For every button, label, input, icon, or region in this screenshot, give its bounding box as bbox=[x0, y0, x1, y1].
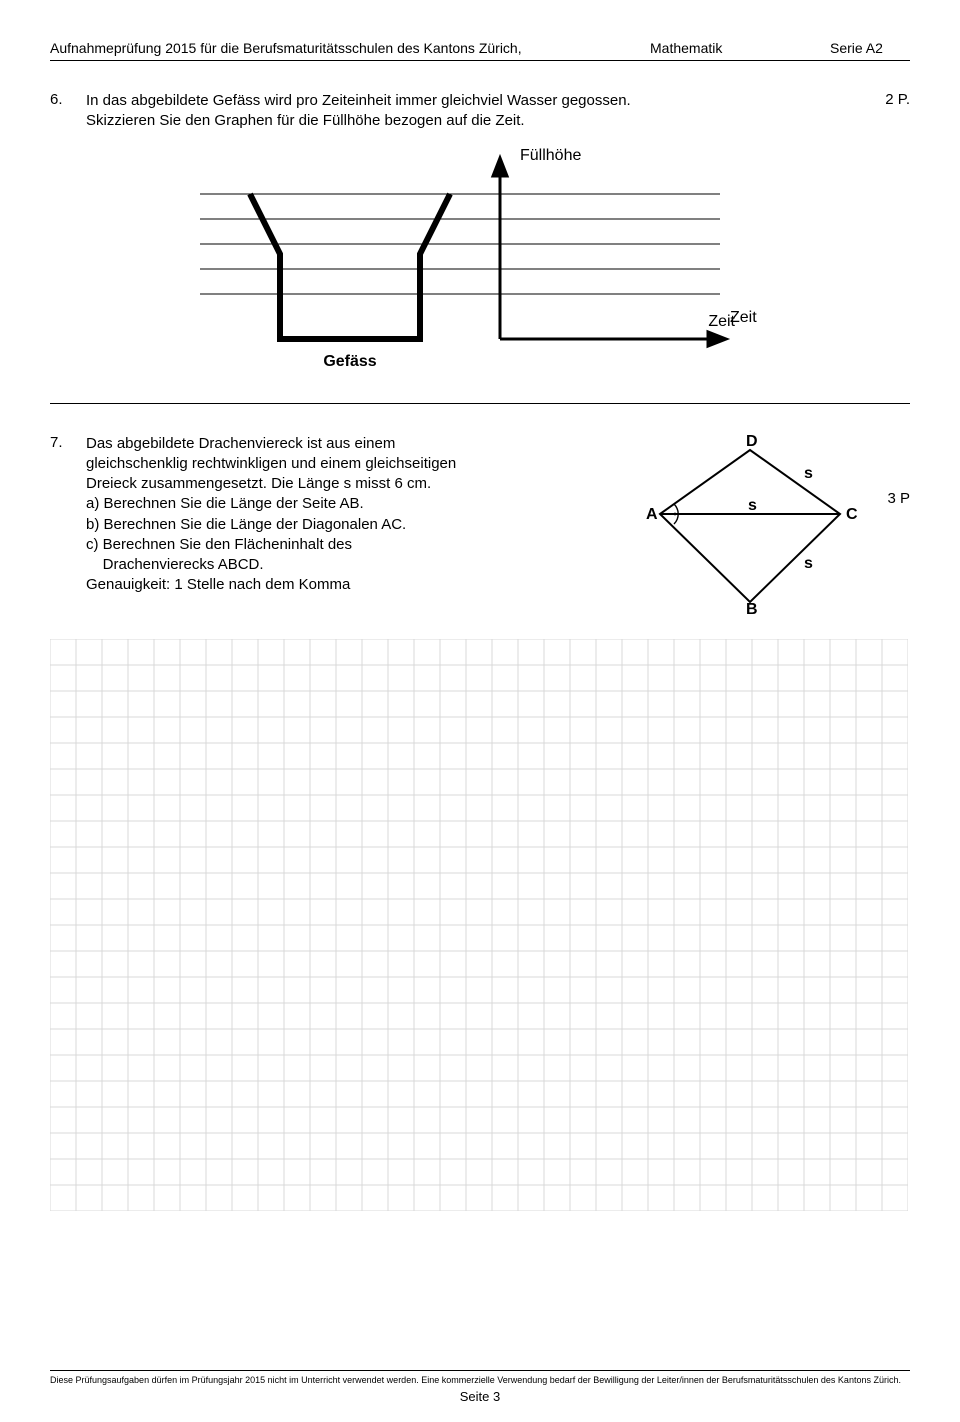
task-7-l2: gleichschenklig rechtwinkligen und einem… bbox=[86, 455, 456, 472]
label-A: A bbox=[646, 506, 658, 523]
task-7-l1: Das abgebildete Drachenviereck ist aus e… bbox=[86, 435, 395, 452]
task-6-figure: Füllhöhe Zeit bbox=[50, 144, 910, 379]
footer-page: Seite 3 bbox=[50, 1389, 910, 1404]
task-7-lc: c) Berechnen Sie den Flächeninhalt des bbox=[86, 536, 352, 553]
page-footer: Diese Prüfungsaufgaben dürfen im Prüfung… bbox=[50, 1370, 910, 1404]
task-7-figure: A D C B s s s bbox=[630, 434, 860, 619]
task-7-number: 7. bbox=[50, 434, 86, 619]
vessel-graph-svg: Füllhöhe Zeit bbox=[190, 144, 770, 374]
answer-grid bbox=[50, 639, 910, 1211]
label-B: B bbox=[746, 601, 758, 614]
vessel-label: Gefäss bbox=[323, 353, 376, 370]
task-6-number: 6. bbox=[50, 91, 86, 132]
task-6-line2: Skizzieren Sie den Graphen für die Füllh… bbox=[86, 112, 525, 129]
task-6-text: In das abgebildete Gefäss wird pro Zeite… bbox=[86, 91, 860, 132]
task-6: 6. In das abgebildete Gefäss wird pro Ze… bbox=[50, 91, 910, 132]
header-series: Serie A2 bbox=[830, 40, 910, 56]
header-subject: Mathematik bbox=[650, 40, 830, 56]
task-7-lc2: Drachenvierecks ABCD. bbox=[86, 556, 264, 573]
task-7-points: 3 P bbox=[860, 434, 910, 507]
task-7-la: a) Berechnen Sie die Länge der Seite AB. bbox=[86, 495, 364, 512]
svg-text:Zeit: Zeit bbox=[730, 309, 757, 326]
task-divider bbox=[50, 403, 910, 404]
label-s2: s bbox=[804, 555, 813, 572]
task-7-l3: Dreieck zusammengesetzt. Die Länge s mis… bbox=[86, 475, 431, 492]
task-7-lb: b) Berechnen Sie die Länge der Diagonale… bbox=[86, 516, 406, 533]
page: Aufnahmeprüfung 2015 für die Berufsmatur… bbox=[0, 0, 960, 1422]
task-7-text: Das abgebildete Drachenviereck ist aus e… bbox=[86, 434, 630, 596]
label-D: D bbox=[746, 434, 758, 450]
footer-text: Diese Prüfungsaufgaben dürfen im Prüfung… bbox=[50, 1375, 910, 1385]
task-7: 7. Das abgebildete Drachenviereck ist au… bbox=[50, 434, 910, 619]
label-s1: s bbox=[804, 465, 813, 482]
task-6-line1: In das abgebildete Gefäss wird pro Zeite… bbox=[86, 92, 631, 109]
header-title: Aufnahmeprüfung 2015 für die Berufsmatur… bbox=[50, 40, 650, 56]
page-header: Aufnahmeprüfung 2015 für die Berufsmatur… bbox=[50, 40, 910, 61]
grid-svg bbox=[50, 639, 908, 1211]
task-7-lg: Genauigkeit: 1 Stelle nach dem Komma bbox=[86, 576, 350, 593]
yaxis-label: Füllhöhe bbox=[520, 147, 581, 164]
label-s3: s bbox=[748, 497, 757, 514]
kite-svg: A D C B s s s bbox=[640, 434, 860, 614]
label-C: C bbox=[846, 506, 858, 523]
task-6-points: 2 P. bbox=[860, 91, 910, 132]
